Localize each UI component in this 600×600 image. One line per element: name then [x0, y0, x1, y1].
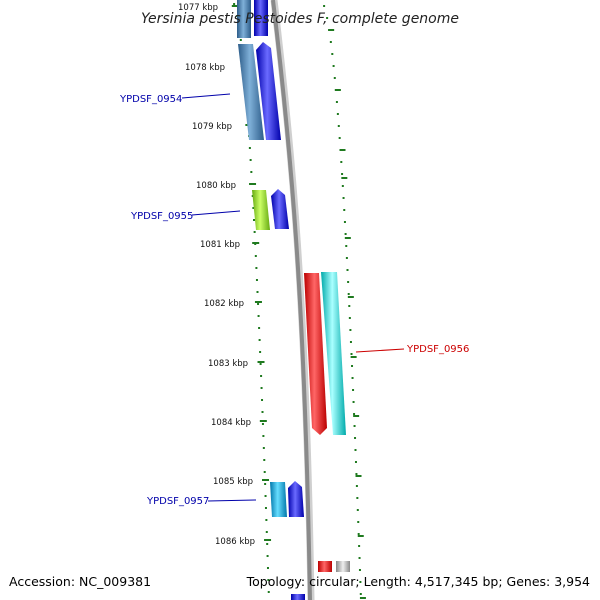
tick-label-1082: 1082 kbp: [204, 299, 244, 309]
tick-label-1084: 1084 kbp: [211, 418, 251, 428]
feature-bottom-gene-red: [318, 561, 332, 572]
tick-label-1085: 1085 kbp: [213, 477, 253, 487]
leader-0955: [191, 210, 241, 216]
tick-label-1080: 1080 kbp: [196, 181, 236, 191]
tick-labels: 1077 kbp 1078 kbp 1079 kbp 1080 kbp 1081…: [178, 3, 255, 547]
map-title: Yersinia pestis Pestoides F, complete ge…: [141, 11, 459, 27]
feature-0954-cds: [238, 44, 264, 140]
tick-label-1078: 1078 kbp: [185, 63, 225, 73]
gene-label-0957: YPDSF_0957: [146, 496, 209, 507]
tick-label-1083: 1083 kbp: [208, 359, 248, 369]
gene-features: [237, 0, 350, 600]
feature-0955-cds: [252, 190, 270, 230]
tick-label-1079: 1079 kbp: [192, 122, 232, 132]
feature-top-gene: [254, 0, 268, 36]
feature-0956-gene: [304, 273, 327, 435]
gene-labels: YPDSF_0954 YPDSF_0955 YPDSF_0956 YPDSF_0…: [119, 94, 469, 507]
footer-stats: Topology: circular; Length: 4,517,345 bp…: [246, 574, 590, 589]
feature-0956-cds: [321, 272, 346, 435]
gene-label-0955: YPDSF_0955: [130, 211, 193, 222]
gene-label-0956: YPDSF_0956: [406, 344, 469, 355]
feature-0957-cds: [270, 482, 287, 517]
gene-label-0954: YPDSF_0954: [119, 94, 182, 105]
feature-bottom-gene-blue: [291, 594, 305, 600]
feature-0957-gene: [288, 481, 304, 517]
feature-bottom-gene-grey: [336, 561, 350, 572]
feature-top-cds: [237, 0, 251, 38]
label-leaders: [181, 93, 405, 502]
leader-0954: [181, 93, 231, 99]
tick-label-1077: 1077 kbp: [178, 3, 218, 13]
leader-0956: [355, 348, 405, 353]
tick-label-1086: 1086 kbp: [215, 537, 255, 547]
feature-0955-gene: [271, 189, 289, 229]
tick-label-1081: 1081 kbp: [200, 240, 240, 250]
outer-tick-track: [323, 5, 366, 599]
feature-0954-gene: [256, 42, 281, 140]
footer-accession: Accession: NC_009381: [9, 574, 152, 589]
leader-0957: [207, 499, 257, 502]
backbone-arc: [271, 0, 312, 600]
